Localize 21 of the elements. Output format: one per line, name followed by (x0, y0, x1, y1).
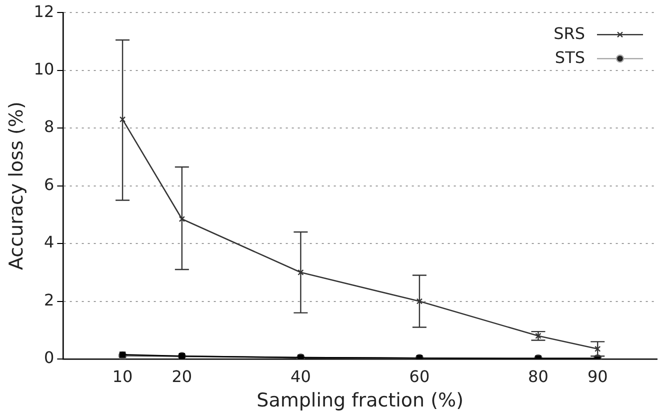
x-tick-label: 20 (172, 366, 192, 386)
x-tick-label: 10 (112, 366, 133, 386)
y-axis-title: Accuracy loss (%) (5, 102, 28, 270)
legend-label: SRS (554, 24, 585, 43)
point (178, 216, 186, 222)
x-tick-label: 80 (528, 366, 548, 386)
y-tick-label: 10 (34, 59, 54, 78)
y-tick-label: 2 (44, 290, 54, 310)
y-tick-label: 4 (44, 232, 54, 252)
y-tick-label: 12 (34, 2, 54, 21)
point (416, 298, 423, 304)
x-axis-title: Sampling fraction (%) (256, 390, 464, 412)
x-tick-label: 40 (290, 366, 311, 386)
y-tick-label: 0 (44, 348, 54, 368)
x-tick-label: 60 (409, 366, 430, 386)
legend-label: STS (554, 48, 585, 67)
point (119, 116, 126, 122)
x-tick-label: 90 (587, 366, 608, 386)
point (298, 269, 304, 276)
y-tick-label: 8 (44, 117, 54, 136)
y-tick-label: 6 (44, 174, 54, 194)
